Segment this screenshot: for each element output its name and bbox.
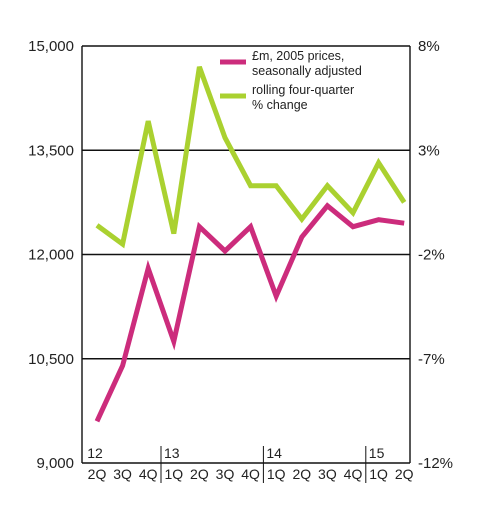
series-line [95,66,407,249]
legend-label: rolling four-quarter [252,83,354,97]
right-tick-label: -12% [418,455,453,472]
left-tick-label: 9,000 [36,455,74,472]
right-tick-label: -7% [418,351,445,368]
left-tick-label: 15,000 [28,38,74,55]
year-label: 15 [369,445,385,461]
x-tick-label: 1Q [267,466,286,482]
x-tick-label: 2Q [190,466,209,482]
series-line [94,202,405,423]
right-tick-label: 8% [418,38,440,55]
year-label: 14 [266,445,282,461]
x-tick-label: 2Q [88,466,107,482]
right-tick-label: -2% [418,247,445,264]
right-tick-label: 3% [418,142,440,159]
legend-label: % change [252,98,308,112]
gridlines [81,45,411,464]
left-tick-label: 10,500 [28,351,74,368]
x-tick-label: 4Q [139,466,158,482]
x-axis-ticks: 2Q 3Q 4Q 1Q 2Q 3Q 4Q 1Q 2Q 3Q 4Q 1Q 2Q 12 13 14 15 [87,445,414,483]
x-tick-label: 3Q [318,466,337,482]
x-tick-label: 1Q [164,466,183,482]
left-tick-label: 13,500 [28,142,74,159]
x-tick-label: 4Q [344,466,363,482]
series-lines [94,66,407,423]
right-axis-ticks: 8% 3% -2% -7% -12% [418,38,453,472]
legend: £m, 2005 prices,seasonally adjusted rolli… [220,49,362,112]
x-tick-label: 1Q [369,466,388,482]
x-tick-label: 4Q [241,466,260,482]
x-tick-label: 2Q [395,466,414,482]
year-label: 12 [87,445,103,461]
x-tick-label: 2Q [292,466,311,482]
x-tick-label: 3Q [113,466,132,482]
left-tick-label: 12,000 [28,247,74,264]
year-label: 13 [164,445,180,461]
left-axis-ticks: 15,000 13,500 12,000 10,500 9,000 [28,38,74,472]
legend-label: seasonally adjusted [252,64,362,78]
x-tick-label: 3Q [216,466,235,482]
legend-label: £m, 2005 prices, [252,49,344,63]
